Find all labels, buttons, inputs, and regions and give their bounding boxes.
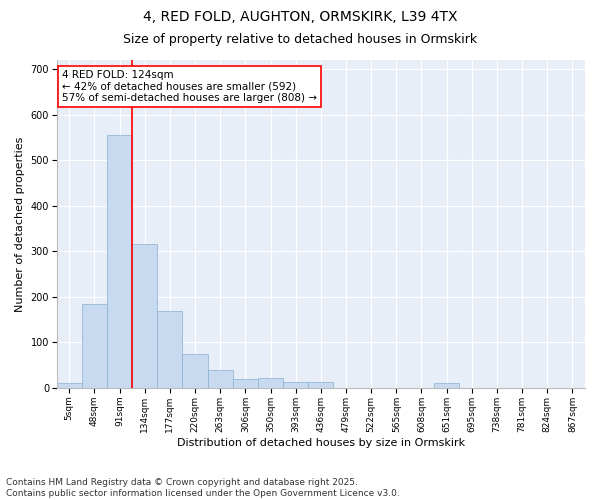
Bar [56, 384, 82, 388]
Y-axis label: Number of detached properties: Number of detached properties [15, 136, 25, 312]
X-axis label: Distribution of detached houses by size in Ormskirk: Distribution of detached houses by size … [177, 438, 465, 448]
Bar [434, 384, 459, 388]
Text: 4 RED FOLD: 124sqm
← 42% of detached houses are smaller (592)
57% of semi-detach: 4 RED FOLD: 124sqm ← 42% of detached hou… [62, 70, 317, 103]
Bar [308, 382, 334, 388]
Bar [132, 244, 157, 388]
Text: 4, RED FOLD, AUGHTON, ORMSKIRK, L39 4TX: 4, RED FOLD, AUGHTON, ORMSKIRK, L39 4TX [143, 10, 457, 24]
Text: Size of property relative to detached houses in Ormskirk: Size of property relative to detached ho… [123, 32, 477, 46]
Bar [107, 135, 132, 388]
Bar [233, 379, 258, 388]
Bar [157, 310, 182, 388]
Bar [182, 354, 208, 388]
Bar [258, 378, 283, 388]
Bar [283, 382, 308, 388]
Text: Contains HM Land Registry data © Crown copyright and database right 2025.
Contai: Contains HM Land Registry data © Crown c… [6, 478, 400, 498]
Bar [82, 304, 107, 388]
Bar [208, 370, 233, 388]
